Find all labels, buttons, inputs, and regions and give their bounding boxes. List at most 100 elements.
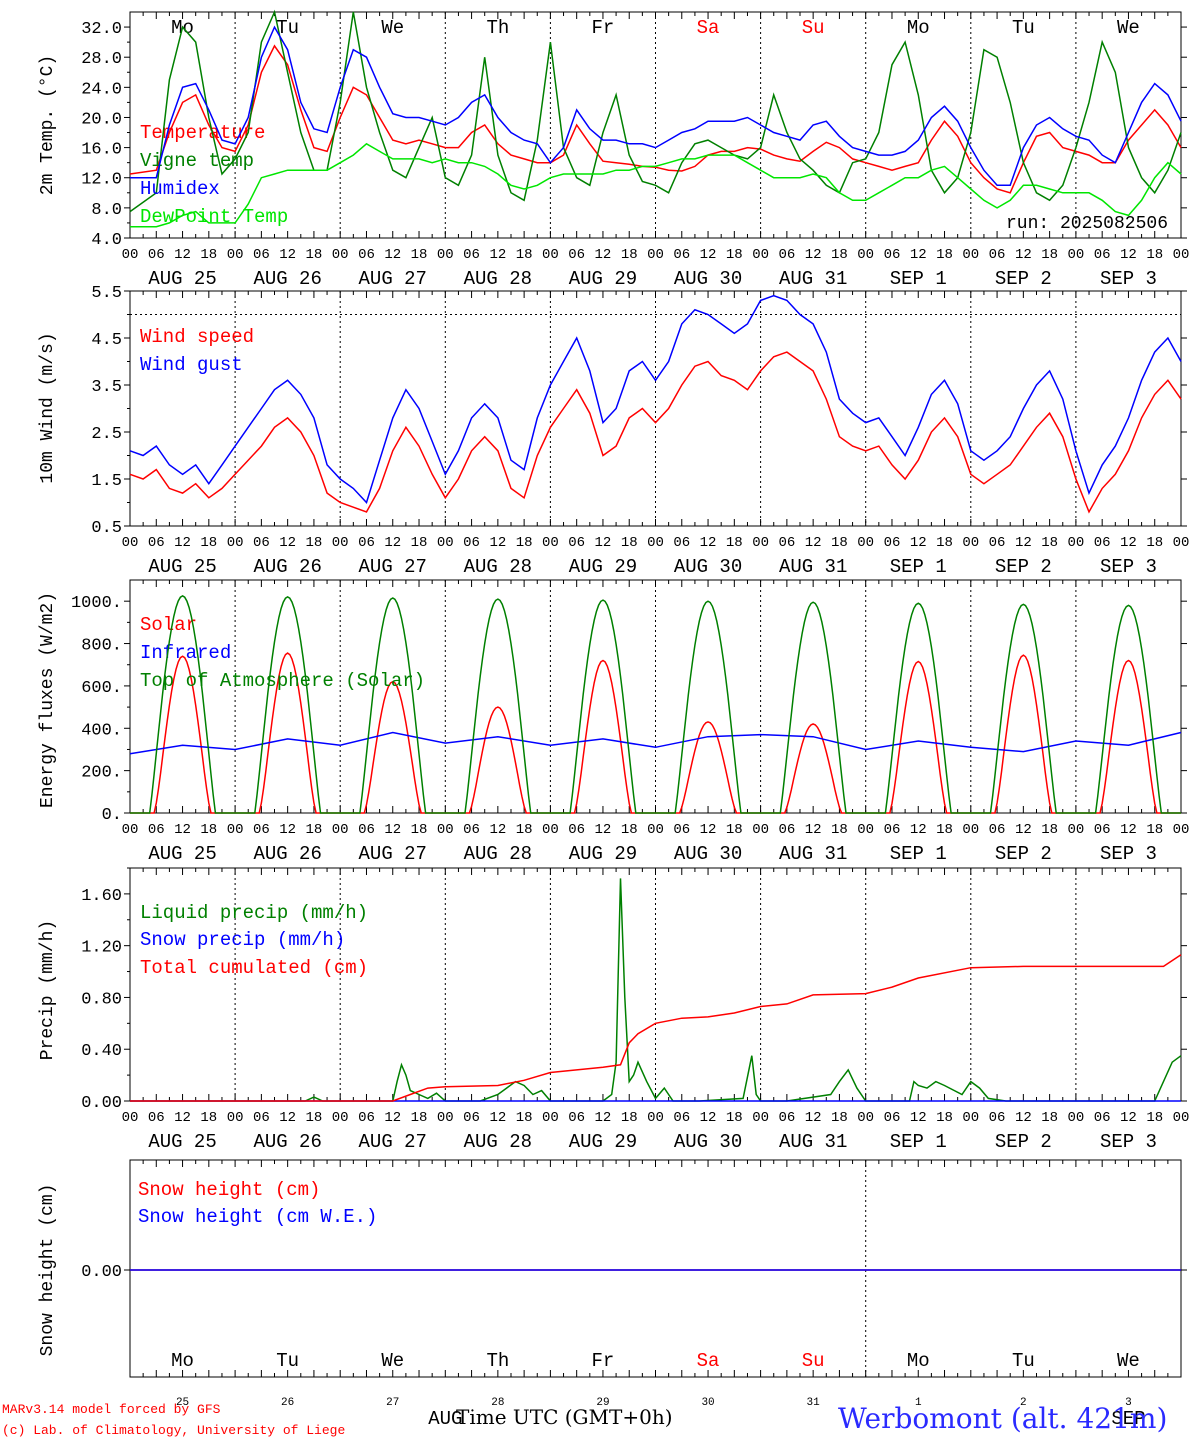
- x-date-label: SEP 1: [890, 1131, 947, 1153]
- x-hour-label: 18: [726, 1110, 743, 1126]
- x-hour-label: 00: [857, 535, 874, 551]
- day-name-label: Fr: [592, 1350, 615, 1372]
- y-tick-label: 1.5: [91, 472, 122, 491]
- run-annotation: run: 2025082506: [1006, 214, 1168, 234]
- x-hour-label: 06: [884, 822, 901, 838]
- x-date-label: AUG 30: [674, 556, 742, 578]
- series-line-dewpoint-temp: [130, 142, 1182, 228]
- x-hour-label: 12: [805, 822, 822, 838]
- x-hour-label: 18: [306, 822, 323, 838]
- y-tick-label: 0.: [102, 806, 122, 825]
- x-date-label: SEP 3: [1100, 268, 1157, 290]
- x-hour-label: 00: [332, 247, 349, 263]
- legend-entry: Temperature: [140, 122, 265, 144]
- x-hour-label: 18: [621, 822, 638, 838]
- x-date-label: AUG 30: [674, 1131, 742, 1153]
- x-hour-label: 18: [831, 247, 848, 263]
- y-tick-label: 20.0: [81, 110, 122, 129]
- day-name-label: Sa: [697, 1350, 720, 1372]
- x-hour-label: 12: [279, 1110, 296, 1126]
- x-hour-label: 18: [936, 822, 953, 838]
- x-hour-label: 18: [621, 1110, 638, 1126]
- day-number-label: 2: [1020, 1397, 1027, 1409]
- x-hour-label: 06: [568, 1110, 585, 1126]
- x-date-label: AUG 31: [779, 556, 847, 578]
- y-tick-label: 1.20: [81, 939, 122, 958]
- y-tick-label: 2.5: [91, 425, 122, 444]
- y-tick-label: 16.0: [81, 141, 122, 160]
- x-hour-label: 12: [1015, 822, 1032, 838]
- month-label: AUG: [428, 1408, 462, 1430]
- x-date-label: SEP 2: [995, 1131, 1052, 1153]
- day-name-label: We: [1117, 17, 1140, 39]
- x-date-label: SEP 2: [995, 843, 1052, 865]
- x-hour-label: 00: [857, 1110, 874, 1126]
- x-hour-label: 00: [647, 247, 664, 263]
- x-date-label: AUG 29: [569, 843, 637, 865]
- x-date-label: AUG 27: [359, 556, 427, 578]
- x-hour-label: 00: [752, 535, 769, 551]
- y-tick-label: 0.00: [81, 1094, 122, 1113]
- x-hour-label: 12: [805, 247, 822, 263]
- legend-entry: Snow height (cm): [138, 1179, 320, 1201]
- x-hour-label: 12: [700, 1110, 717, 1126]
- x-hour-label: 06: [778, 822, 795, 838]
- x-hour-label: 06: [253, 535, 270, 551]
- day-name-label: Tu: [276, 1350, 299, 1372]
- x-date-label: SEP 2: [995, 556, 1052, 578]
- y-tick-label: 200.: [81, 764, 122, 783]
- x-hour-label: 00: [752, 822, 769, 838]
- x-date-label: AUG 28: [464, 843, 532, 865]
- x-date-label: SEP 1: [890, 556, 947, 578]
- x-hour-label: 00: [227, 535, 244, 551]
- x-date-label: AUG 25: [148, 843, 216, 865]
- series-line-temperature: [129, 44, 1182, 194]
- x-hour-label: 06: [358, 247, 375, 263]
- series-line-wind-gust: [129, 294, 1182, 504]
- x-date-label: AUG 28: [464, 1131, 532, 1153]
- x-hour-label: 00: [542, 822, 559, 838]
- y-axis-label: Snow height (cm): [38, 1184, 58, 1357]
- x-hour-label: 00: [962, 247, 979, 263]
- x-hour-label: 00: [227, 247, 244, 263]
- x-date-label: AUG 26: [253, 843, 321, 865]
- x-hour-label: 18: [411, 1110, 428, 1126]
- day-name-label: Mo: [907, 1350, 930, 1372]
- x-hour-label: 12: [489, 1110, 506, 1126]
- x-hour-label: 06: [253, 247, 270, 263]
- legend-entry: Snow precip (mm/h): [140, 929, 345, 951]
- time-axis-title: Time UTC (GMT+0h): [456, 1405, 673, 1429]
- y-tick-label: 1.60: [81, 887, 122, 906]
- footer-credit: (c) Lab. of Climatology, University of L…: [2, 1423, 345, 1438]
- x-hour-label: 18: [411, 822, 428, 838]
- chart-panel-4: 0.00 0.40 0.80 1.20 1.60 Precip (mm/h) 00 06 12 1…: [38, 867, 1189, 1153]
- x-date-label: AUG 30: [674, 843, 742, 865]
- x-hour-label: 18: [306, 1110, 323, 1126]
- x-hour-label: 06: [778, 1110, 795, 1126]
- legend-entry: Humidex: [140, 178, 220, 200]
- y-tick-label: 4.5: [91, 331, 122, 350]
- x-hour-label: 00: [122, 822, 139, 838]
- day-name-label: Mo: [171, 1350, 194, 1372]
- x-hour-label: 06: [568, 535, 585, 551]
- x-date-label: AUG 27: [359, 268, 427, 290]
- x-hour-label: 00: [542, 535, 559, 551]
- x-hour-label: 12: [1120, 535, 1137, 551]
- x-hour-label: 06: [253, 822, 270, 838]
- x-hour-label: 00: [437, 247, 454, 263]
- x-date-label: SEP 1: [890, 268, 947, 290]
- x-date-label: AUG 29: [569, 268, 637, 290]
- x-hour-label: 18: [621, 247, 638, 263]
- y-tick-label: 4.0: [91, 231, 122, 250]
- x-hour-label: 12: [1120, 247, 1137, 263]
- day-name-label: Fr: [592, 17, 615, 39]
- x-hour-label: 18: [1041, 1110, 1058, 1126]
- chart-panel-3: 0. 200. 400. 600. 800. 1000. Energy fluxes (W/…: [38, 579, 1189, 865]
- x-hour-label: 18: [831, 822, 848, 838]
- x-hour-label: 18: [411, 247, 428, 263]
- x-date-label: SEP 1: [890, 843, 947, 865]
- x-hour-label: 06: [148, 535, 165, 551]
- x-hour-label: 12: [910, 822, 927, 838]
- series-line-infrared: [129, 731, 1182, 755]
- legend-entry: Infrared: [140, 642, 231, 664]
